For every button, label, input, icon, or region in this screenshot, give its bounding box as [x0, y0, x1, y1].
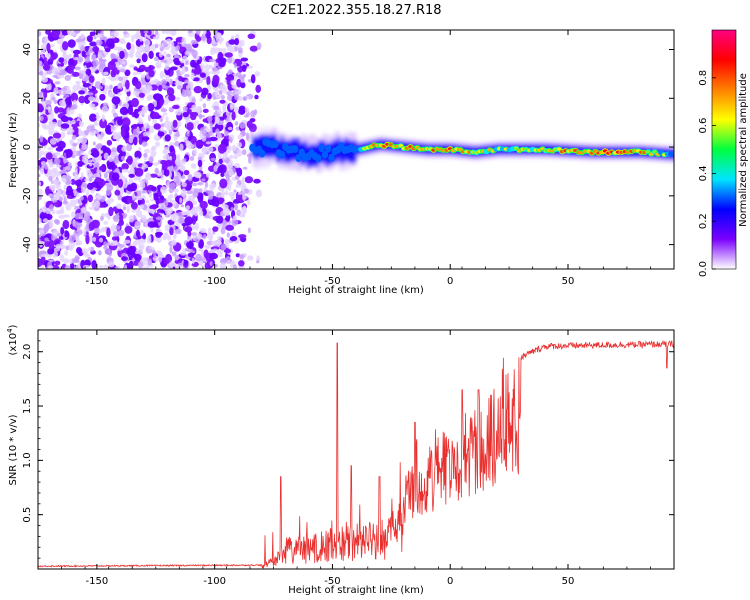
snr-background [38, 330, 674, 569]
snr-y-axis: 2.0 1.5 1.0 0.5 [22, 340, 674, 559]
snr-x-tick-label: 50 [562, 576, 575, 587]
spectrogram-y-axis: 40 20 0 -20 -40 [22, 43, 674, 253]
snr-x-tick-label: 0 [447, 576, 453, 587]
spectrogram-y-tick-label: 20 [22, 92, 33, 105]
colorbar-tick-label: 0.4 [698, 165, 709, 181]
spectrogram-y-tick-label: -20 [22, 188, 33, 204]
spectrogram-frame [37, 29, 675, 270]
colorbar: 0.0 0.2 0.4 0.6 0.8 Normalized spectral ampl… [698, 29, 749, 277]
snr-scale-prefix: (x10 [8, 333, 19, 356]
colorbar-tick-label: 0.2 [698, 213, 709, 229]
colorbar-tick-label: 0.8 [698, 70, 709, 86]
snr-x-tick-label: -50 [324, 576, 340, 587]
snr-scale-factor: (x104) [6, 324, 19, 355]
spectrogram-x-tick-label: -50 [324, 276, 340, 287]
spectrogram-y-tick-label: 0 [22, 144, 33, 150]
spectrogram-x-tick-label: 0 [447, 276, 453, 287]
signal-track [249, 126, 674, 174]
snr-series-line [38, 339, 674, 569]
noise-speckle [38, 30, 263, 269]
snr-scale-suffix: ) [8, 324, 19, 328]
spectrogram-x-axis: -150 -100 -50 0 50 [37, 30, 675, 287]
snr-x-tick-label: -100 [203, 576, 226, 587]
snr-scale-exponent: 4 [6, 328, 14, 333]
colorbar-ticks: 0.0 0.2 0.4 0.6 0.8 [698, 70, 716, 277]
snr-x-tick-label: -150 [86, 576, 109, 587]
colorbar-bar [711, 29, 737, 270]
spectrogram-y-tick-label: -40 [22, 236, 33, 252]
colorbar-label: Normalized spectral amplitude [738, 73, 749, 227]
figure-title: C2E1.2022.355.18.27.R18 [270, 3, 441, 18]
snr-y-tick-label: 1.5 [22, 398, 33, 414]
spectrogram-x-tick-label: -100 [203, 276, 226, 287]
spectrogram-panel: -150 -100 -50 0 50 40 20 0 -20 -40 Height of str… [8, 29, 675, 296]
spectrogram-y-label: Frequency (Hz) [8, 112, 19, 188]
colorbar-tick-label: 0.6 [698, 118, 709, 134]
snr-y-label: SNR (10 * v/v) [8, 414, 19, 485]
snr-panel: -150 -100 -50 0 50 2.0 1.5 1.0 0.5 Height of st… [6, 324, 675, 596]
snr-x-label: Height of straight line (km) [288, 585, 424, 596]
snr-y-tick-label: 1.0 [22, 452, 33, 468]
spectrogram-x-label: Height of straight line (km) [288, 285, 424, 296]
spectrogram-x-tick-label: 50 [562, 276, 575, 287]
svg-text:(x104): (x104) [6, 324, 19, 355]
snr-y-tick-label: 0.5 [22, 507, 33, 523]
snr-y-tick-label: 2.0 [22, 344, 33, 360]
snr-x-axis: -150 -100 -50 0 50 [37, 330, 675, 587]
spectrogram-x-tick-label: -150 [86, 276, 109, 287]
colorbar-tick-label: 0.0 [698, 261, 709, 277]
spectrogram-y-tick-label: 40 [22, 43, 33, 56]
